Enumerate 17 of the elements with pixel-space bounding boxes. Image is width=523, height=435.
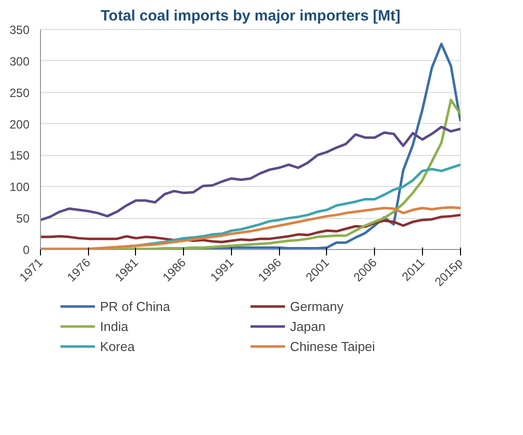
y-tick-label: 250 — [9, 86, 30, 100]
legend-label: Korea — [100, 338, 136, 354]
legend-label: Germany — [290, 298, 344, 314]
y-tick-label: 350 — [9, 23, 30, 37]
y-tick-label: 100 — [9, 180, 30, 194]
y-tick-label: 300 — [9, 54, 30, 68]
y-tick-label: 0 — [22, 243, 30, 257]
y-tick-label: 200 — [9, 117, 30, 132]
y-tick-label: 50 — [16, 212, 30, 226]
legend-label: PR of China — [100, 298, 172, 314]
line-series — [40, 214, 460, 244]
legend-label: India — [100, 318, 130, 334]
legend-label: Chinese Taipei — [290, 338, 376, 354]
chart-title: Total coal imports by major importers [Mt] — [100, 8, 400, 24]
legend-label: Japan — [290, 318, 326, 334]
line-series — [40, 126, 460, 222]
y-tick-label: 150 — [9, 148, 30, 163]
